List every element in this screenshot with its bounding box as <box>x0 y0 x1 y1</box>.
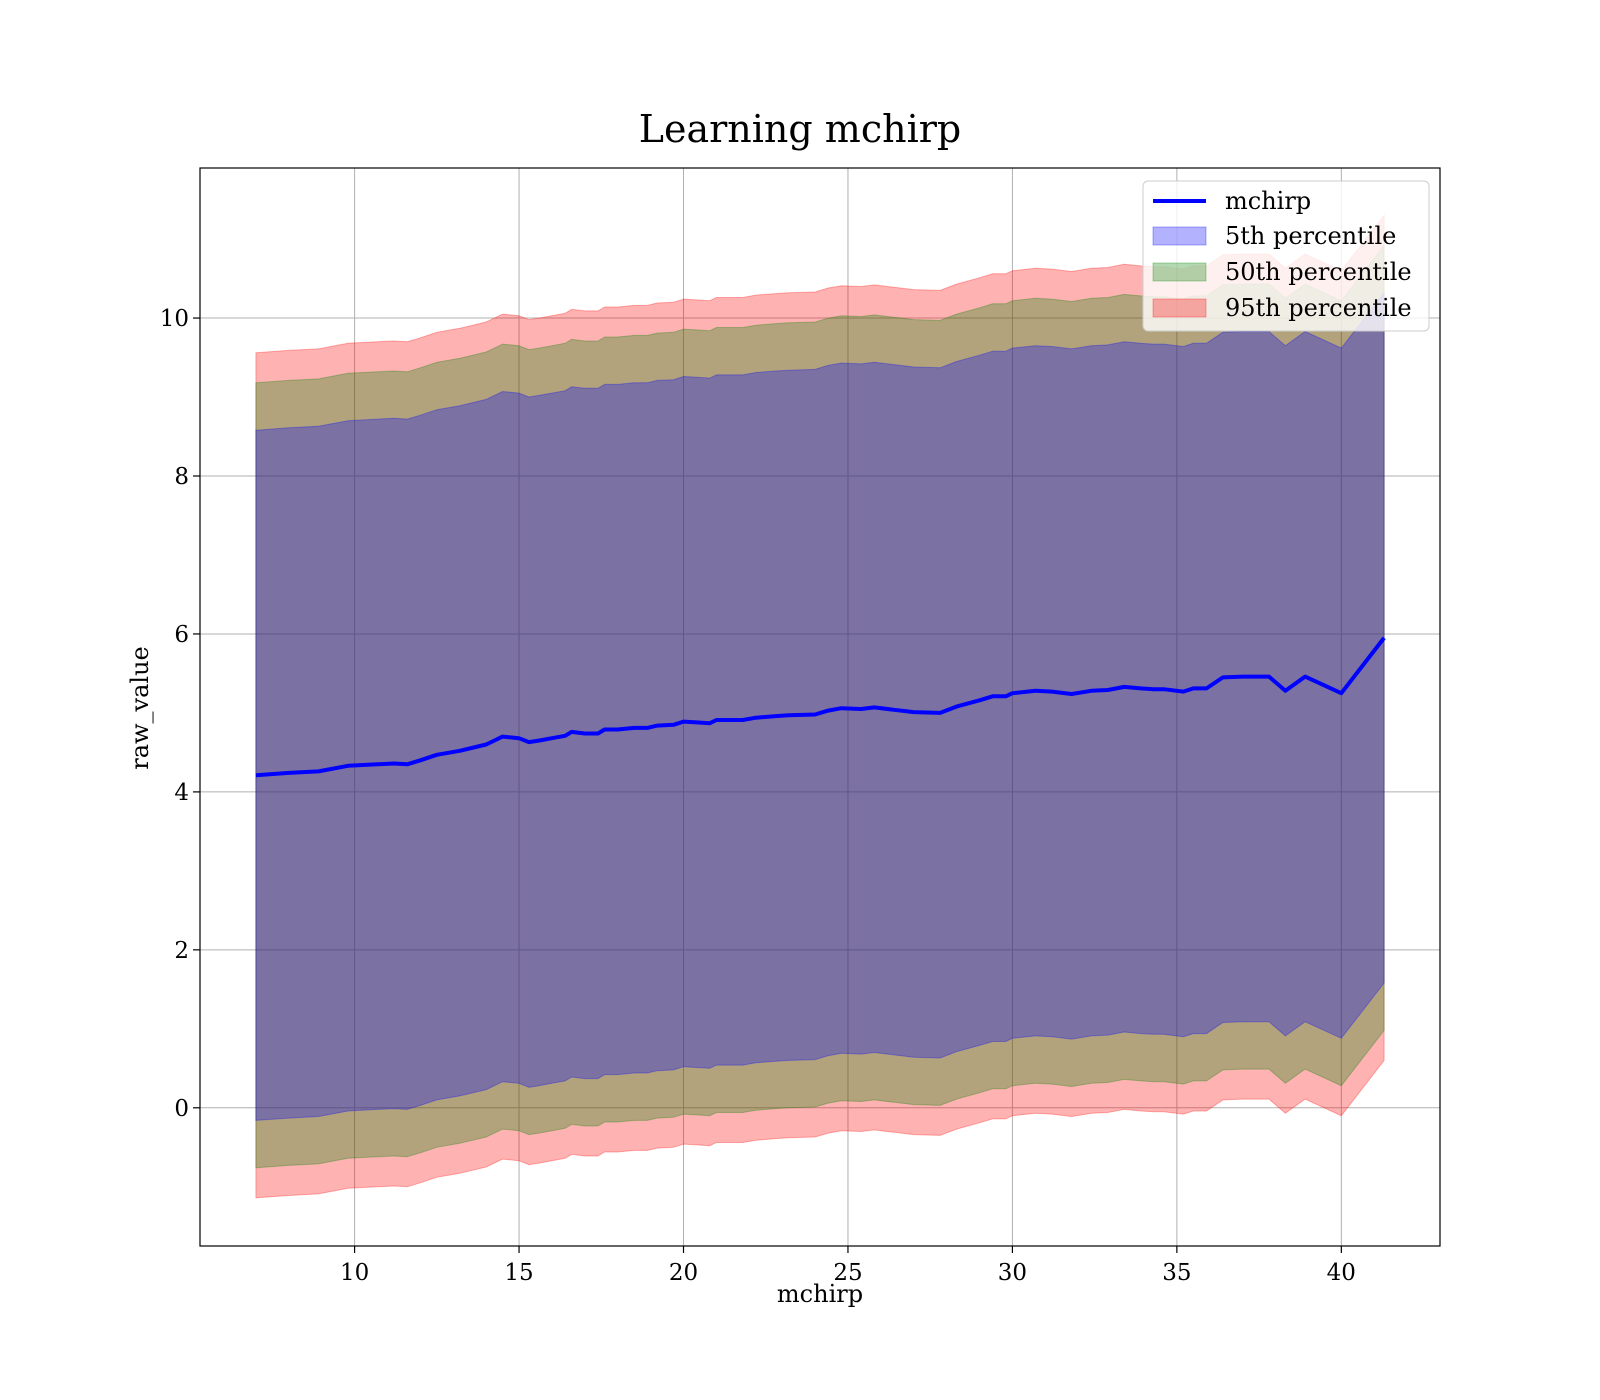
x-tick-label: 15 <box>504 1260 533 1286</box>
y-tick-label: 8 <box>174 464 189 490</box>
x-tick-label: 35 <box>1162 1260 1191 1286</box>
band-5th <box>255 291 1385 1121</box>
legend-label-50th: 50th percentile <box>1225 258 1412 286</box>
y-tick-label: 10 <box>160 306 189 332</box>
band-50th <box>255 243 1385 1169</box>
y-axis-ticks: 0 2 4 6 8 10 <box>160 306 200 1122</box>
legend-swatch-50th <box>1152 262 1207 282</box>
y-tick-label: 2 <box>174 938 189 964</box>
y-tick-label: 6 <box>174 622 189 648</box>
x-tick-label: 10 <box>340 1260 369 1286</box>
y-tick-label: 4 <box>174 780 189 806</box>
x-tick-label: 40 <box>1327 1260 1356 1286</box>
legend-swatch-5th <box>1152 226 1207 246</box>
band-95th <box>255 213 1385 1199</box>
legend-label-5th: 5th percentile <box>1225 222 1396 250</box>
x-tick-label: 30 <box>998 1260 1027 1286</box>
percentile-bands <box>255 213 1385 1199</box>
legend-label-95th: 95th percentile <box>1225 294 1412 322</box>
legend: mchirp 5th percentile 50th percentile 95… <box>1142 180 1430 332</box>
x-axis-label: mchirp <box>777 1280 863 1308</box>
legend-label-mchirp: mchirp <box>1225 187 1311 215</box>
x-tick-label: 20 <box>669 1260 698 1286</box>
x-tick-label: 25 <box>833 1260 862 1286</box>
series-lines <box>255 636 1386 778</box>
plot-frame <box>199 167 1441 1247</box>
series-line-mchirp <box>255 636 1386 778</box>
legend-box <box>1142 180 1430 332</box>
y-tick-label: 0 <box>174 1096 189 1122</box>
chart-title: Learning mchirp <box>639 107 961 151</box>
x-axis-ticks: 10 15 20 25 30 35 40 <box>340 1246 1356 1286</box>
legend-swatch-95th <box>1152 298 1207 318</box>
y-axis-label: raw_value <box>126 646 154 770</box>
